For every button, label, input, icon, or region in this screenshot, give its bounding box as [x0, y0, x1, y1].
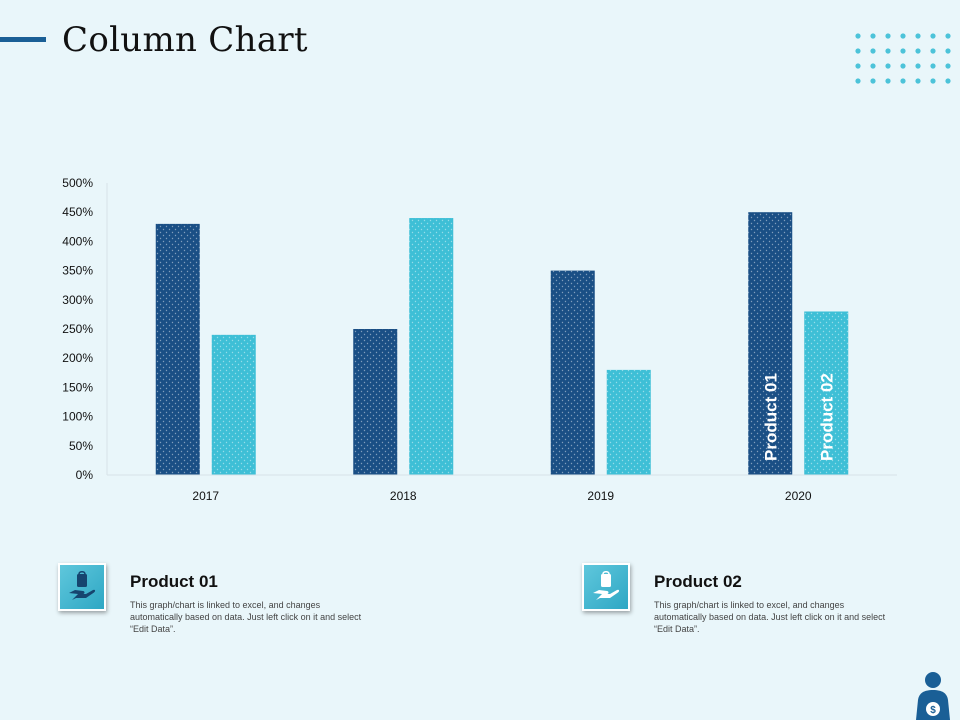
- y-tick-label: 450%: [62, 205, 93, 219]
- y-tick-label: 100%: [62, 410, 93, 424]
- y-tick-label: 300%: [62, 293, 93, 307]
- y-tick-label: 50%: [69, 439, 93, 453]
- hand-holding-bag-icon: [582, 563, 630, 611]
- legend-title: Product 02: [654, 572, 742, 591]
- decor-dot: [870, 33, 876, 39]
- page-title: Column Chart: [62, 20, 308, 60]
- person-money-icon: $: [916, 672, 950, 720]
- legend-description: This graph/chart is linked to excel, and…: [654, 600, 886, 634]
- bar-texture: [606, 369, 651, 475]
- x-tick-label: 2020: [785, 489, 812, 503]
- x-tick-label: 2018: [390, 489, 417, 503]
- decor-dot: [915, 78, 921, 84]
- decor-dot: [855, 78, 861, 84]
- y-tick-label: 200%: [62, 351, 93, 365]
- x-tick-label: 2019: [587, 489, 614, 503]
- decor-dot: [870, 78, 876, 84]
- bar-texture: [353, 329, 398, 475]
- y-tick-label: 400%: [62, 234, 93, 248]
- y-tick-label: 0%: [76, 468, 94, 482]
- bar-texture: [211, 334, 256, 475]
- decor-dot: [885, 48, 891, 54]
- decor-dot: [900, 78, 906, 84]
- bar-texture: [550, 270, 595, 475]
- decor-dot: [930, 48, 936, 54]
- dot-grid-decoration: [855, 33, 951, 84]
- decor-dot: [945, 48, 951, 54]
- title-accent-bar: [0, 37, 46, 42]
- decor-dot: [930, 63, 936, 69]
- decor-dot: [945, 63, 951, 69]
- bar-texture: [804, 311, 849, 475]
- decor-dot: [855, 33, 861, 39]
- y-tick-label: 350%: [62, 264, 93, 278]
- bar-texture: [748, 212, 793, 475]
- decor-dot: [885, 63, 891, 69]
- decor-dot: [855, 48, 861, 54]
- svg-text:$: $: [930, 705, 936, 716]
- bar-texture: [155, 223, 200, 475]
- decor-dot: [900, 33, 906, 39]
- hand-holding-bag-icon: [58, 563, 106, 611]
- decor-dot: [885, 78, 891, 84]
- decor-dot: [915, 63, 921, 69]
- column-chart: 0% 50% 100% 150% 200% 250% 300% 350% 400% 450% 500…: [62, 176, 897, 503]
- decor-dot: [855, 63, 861, 69]
- decor-dot: [885, 33, 891, 39]
- decor-dot: [900, 63, 906, 69]
- bar-texture: [409, 218, 454, 476]
- y-tick-label: 150%: [62, 380, 93, 394]
- y-tick-label: 250%: [62, 322, 93, 336]
- decor-dot: [900, 48, 906, 54]
- decor-dot: [930, 33, 936, 39]
- legend-description: This graph/chart is linked to excel, and…: [130, 600, 362, 634]
- decor-dot: [945, 78, 951, 84]
- x-tick-label: 2017: [192, 489, 219, 503]
- series-label-product-02: Product 02: [817, 373, 836, 461]
- decor-dot: [870, 63, 876, 69]
- decor-dot: [945, 33, 951, 39]
- decor-dot: [930, 78, 936, 84]
- decor-dot: [870, 48, 876, 54]
- decor-dot: [915, 33, 921, 39]
- series-label-product-01: Product 01: [761, 373, 780, 461]
- decor-dot: [915, 48, 921, 54]
- y-tick-label: 500%: [62, 176, 93, 190]
- legend-title: Product 01: [130, 572, 218, 591]
